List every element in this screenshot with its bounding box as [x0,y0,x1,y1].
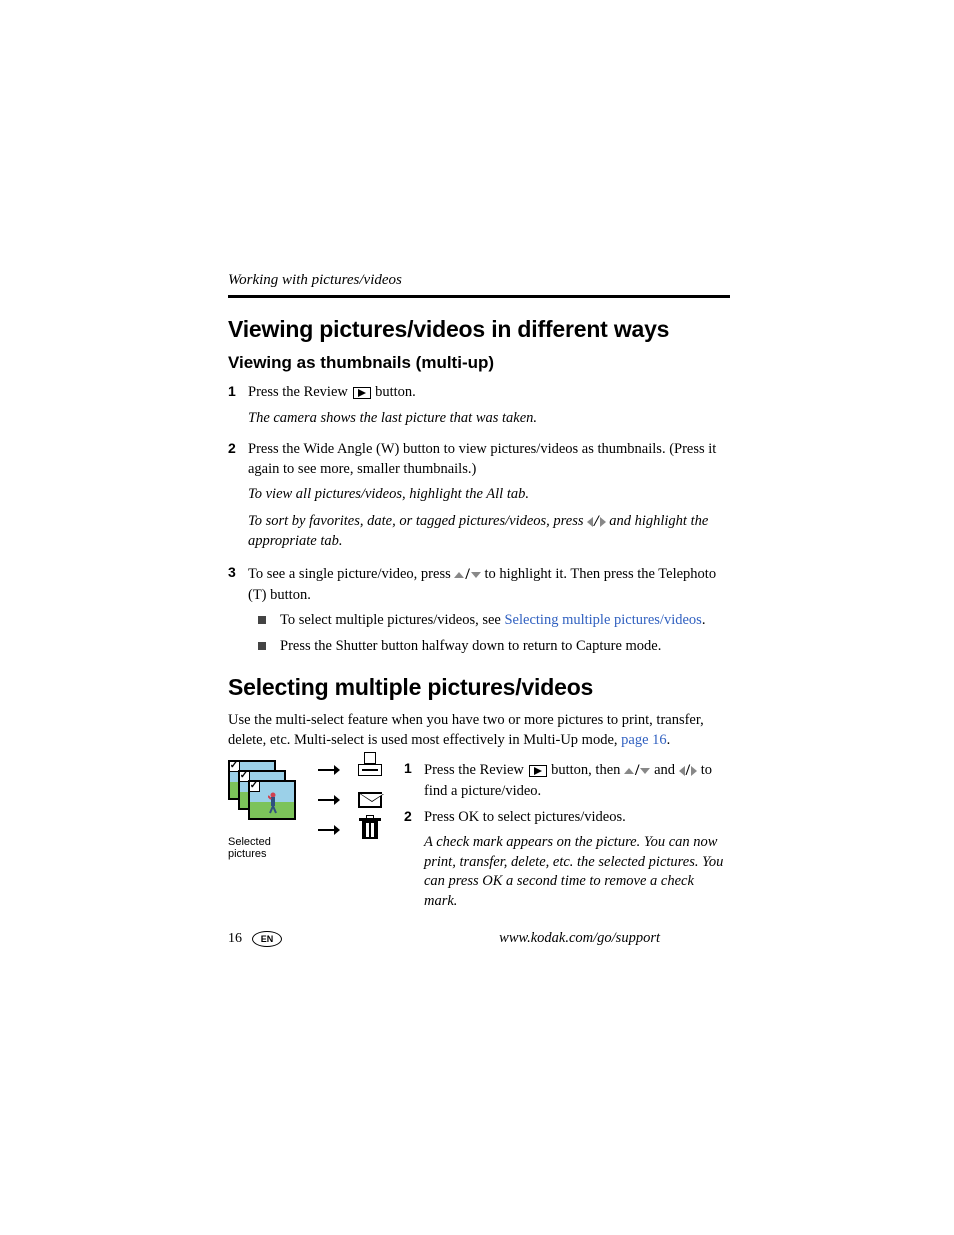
arrow-icon [318,796,340,804]
step-text-b: button. [375,384,416,400]
s2s1-a: Press the Review [424,763,528,779]
step-body: Press the Review button, then / and / to… [424,760,730,801]
running-header: Working with pictures/videos [228,272,730,289]
square-bullet-icon [258,642,266,650]
envelope-icon [358,792,382,808]
note-b-part1: To sort by favorites, date, or tagged pi… [248,513,587,529]
step-text: Press the Wide Angle (W) button to view … [248,441,716,477]
section2-intro: Use the multi-select feature when you ha… [228,711,730,750]
step-1: 1 Press the Review button. The camera sh… [228,383,730,434]
page-content: Working with pictures/videos Viewing pic… [228,272,730,923]
step-2: 2 Press the Wide Angle (W) button to vie… [228,440,730,558]
section2: Selecting multiple pictures/videos Use t… [228,674,730,923]
footer-url: www.kodak.com/go/support [499,930,660,947]
step-body: Press the Review button. The camera show… [248,383,730,434]
step-1: 1 Press the Review button, then / and / … [404,760,730,801]
page-footer: 16 EN www.kodak.com/go/support [228,930,730,947]
s2s1-c: and [654,763,679,779]
step-note: A check mark appears on the picture. You… [424,833,730,911]
selected-pictures-illustration: ✓ ✓ ✓ Selected pictures [228,760,388,923]
step-number: 2 [228,440,248,558]
arrow-icon [318,826,340,834]
step-number: 2 [404,808,424,918]
up-down-arrows-icon: / [454,566,480,582]
step-number: 1 [404,760,424,801]
page-ref-link[interactable]: page 16 [621,732,667,748]
section1-subtitle: Viewing as thumbnails (multi-up) [228,353,730,373]
printer-icon [358,756,382,780]
bullet-item: To select multiple pictures/videos, see … [248,611,730,631]
step-3: 3 To see a single picture/video, press /… [228,564,730,605]
step-note-a: To view all pictures/videos, highlight t… [248,485,730,505]
step-note-b: To sort by favorites, date, or tagged pi… [248,511,730,552]
step-note: The camera shows the last picture that w… [248,409,730,429]
step-2: 2 Press OK to select pictures/videos. A … [404,808,730,918]
s2s1-b: button, then [551,763,624,779]
section1-title: Viewing pictures/videos in different way… [228,316,730,343]
bullet-text-b: . [702,612,706,628]
bullet-item: Press the Shutter button halfway down to… [248,637,730,657]
square-bullet-icon [258,616,266,624]
step-body: To see a single picture/video, press / t… [248,564,730,605]
cross-ref-link[interactable]: Selecting multiple pictures/videos [504,612,701,628]
step-text-a: To see a single picture/video, press [248,566,454,582]
selecting-block: ✓ ✓ ✓ Selected pictures [228,760,730,923]
s2s2-text: Press OK to select pictures/videos. [424,809,626,825]
bullet-text: To select multiple pictures/videos, see … [280,611,705,631]
section2-title: Selecting multiple pictures/videos [228,674,730,701]
step-body: Press the Wide Angle (W) button to view … [248,440,730,558]
up-down-arrows-icon: / [624,763,650,779]
trash-icon [361,818,379,840]
page-number: 16 [228,931,242,947]
review-play-icon [529,765,547,777]
language-badge: EN [252,931,282,947]
step-text-a: Press the Review [248,384,352,400]
section2-steps: 1 Press the Review button, then / and / … [404,760,730,923]
left-right-arrows-icon: / [679,763,697,779]
step-body: Press OK to select pictures/videos. A ch… [424,808,730,918]
review-play-icon [353,387,371,399]
intro-b: . [667,732,671,748]
header-rule [228,295,730,298]
arrow-icon [318,766,340,774]
bullet-text-a: To select multiple pictures/videos, see [280,612,504,628]
bullet-text: Press the Shutter button halfway down to… [280,637,661,657]
picture-stack-icon: ✓ ✓ ✓ [228,760,308,840]
illustration-caption: Selected pictures [228,836,288,860]
step-number: 3 [228,564,248,605]
bullet-list: To select multiple pictures/videos, see … [248,611,730,656]
step-number: 1 [228,383,248,434]
left-right-arrows-icon: / [587,513,605,529]
